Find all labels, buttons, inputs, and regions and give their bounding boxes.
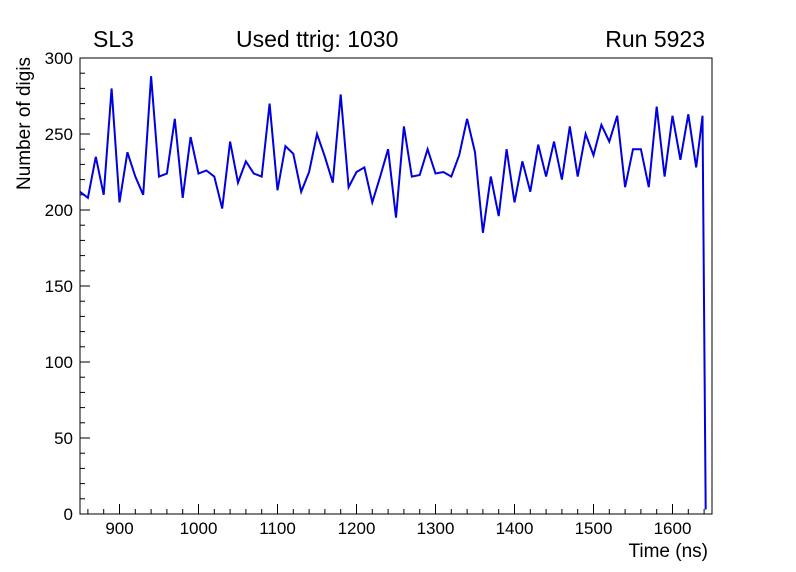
y-tick-label: 300 — [45, 49, 73, 68]
x-tick-label: 1200 — [338, 519, 376, 538]
x-axis-title: Time (ns) — [628, 541, 708, 562]
y-tick-label: 50 — [54, 429, 73, 448]
x-tick-label: 1400 — [496, 519, 534, 538]
pad-title-left: SL3 — [93, 26, 134, 52]
x-tick-label: 900 — [105, 519, 133, 538]
data-line — [79, 76, 707, 510]
y-tick-label: 200 — [45, 201, 73, 220]
y-tick-label: 250 — [45, 125, 73, 144]
pad-title-right: Run 5923 — [605, 26, 705, 52]
y-tick-label: 150 — [45, 277, 73, 296]
x-tick-label: 1100 — [259, 519, 296, 538]
x-tick-label: 1300 — [417, 519, 455, 538]
y-tick-label: 100 — [45, 353, 73, 372]
pad-title-center: Used ttrig: 1030 — [236, 26, 399, 52]
x-tick-label: 1000 — [180, 519, 218, 538]
x-tick-label: 1500 — [575, 519, 613, 538]
x-tick-label: 1600 — [654, 519, 692, 538]
y-tick-label: 0 — [64, 505, 73, 524]
